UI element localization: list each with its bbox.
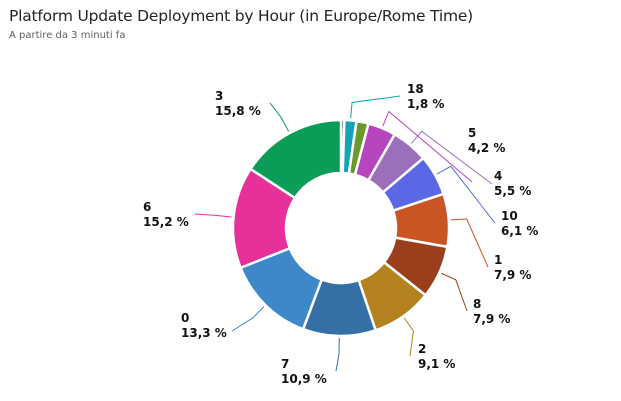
leader-line <box>350 95 401 119</box>
slice-category-label: 18 <box>407 82 424 96</box>
leader-line <box>269 102 290 132</box>
slice-percent-label: 15,2 % <box>143 215 189 229</box>
slice-percent-label: 10,9 % <box>281 372 327 386</box>
leader-line <box>231 306 265 332</box>
slice-category-label: 6 <box>143 200 151 214</box>
slice-category-label: 10 <box>501 209 518 223</box>
slice-category-label: 5 <box>468 126 476 140</box>
slice-percent-label: 5,5 % <box>494 184 531 198</box>
slice-percent-label: 13,3 % <box>181 326 227 340</box>
leader-line <box>194 213 232 218</box>
leader-line <box>335 337 340 372</box>
slice-category-label: 7 <box>281 357 289 371</box>
leader-line <box>441 272 468 312</box>
slice-percent-label: 6,1 % <box>501 224 538 238</box>
leader-line <box>403 317 414 357</box>
leader-line <box>436 165 496 224</box>
chart-subtitle: A partire da 3 minuti fa <box>9 30 126 41</box>
slice-category-label: 4 <box>494 169 502 183</box>
slice-percent-label: 1,8 % <box>407 97 444 111</box>
leader-line <box>450 218 489 268</box>
slice-category-label: 8 <box>473 297 481 311</box>
slice-percent-label: 9,1 % <box>418 357 455 371</box>
slice-percent-label: 7,9 % <box>473 312 510 326</box>
slice-category-label: 1 <box>494 253 502 267</box>
leader-line <box>410 130 493 185</box>
slice-percent-label: 15,8 % <box>215 104 261 118</box>
slice-percent-label: 7,9 % <box>494 268 531 282</box>
slice-category-label: 3 <box>215 89 223 103</box>
chart-title: Platform Update Deployment by Hour (in E… <box>9 7 474 25</box>
slice-category-label: 2 <box>418 342 426 356</box>
slice-percent-label: 4,2 % <box>468 141 505 155</box>
leader-line <box>382 110 473 183</box>
donut-slice-3[interactable] <box>249 118 343 200</box>
slice-category-label: 0 <box>181 311 189 325</box>
